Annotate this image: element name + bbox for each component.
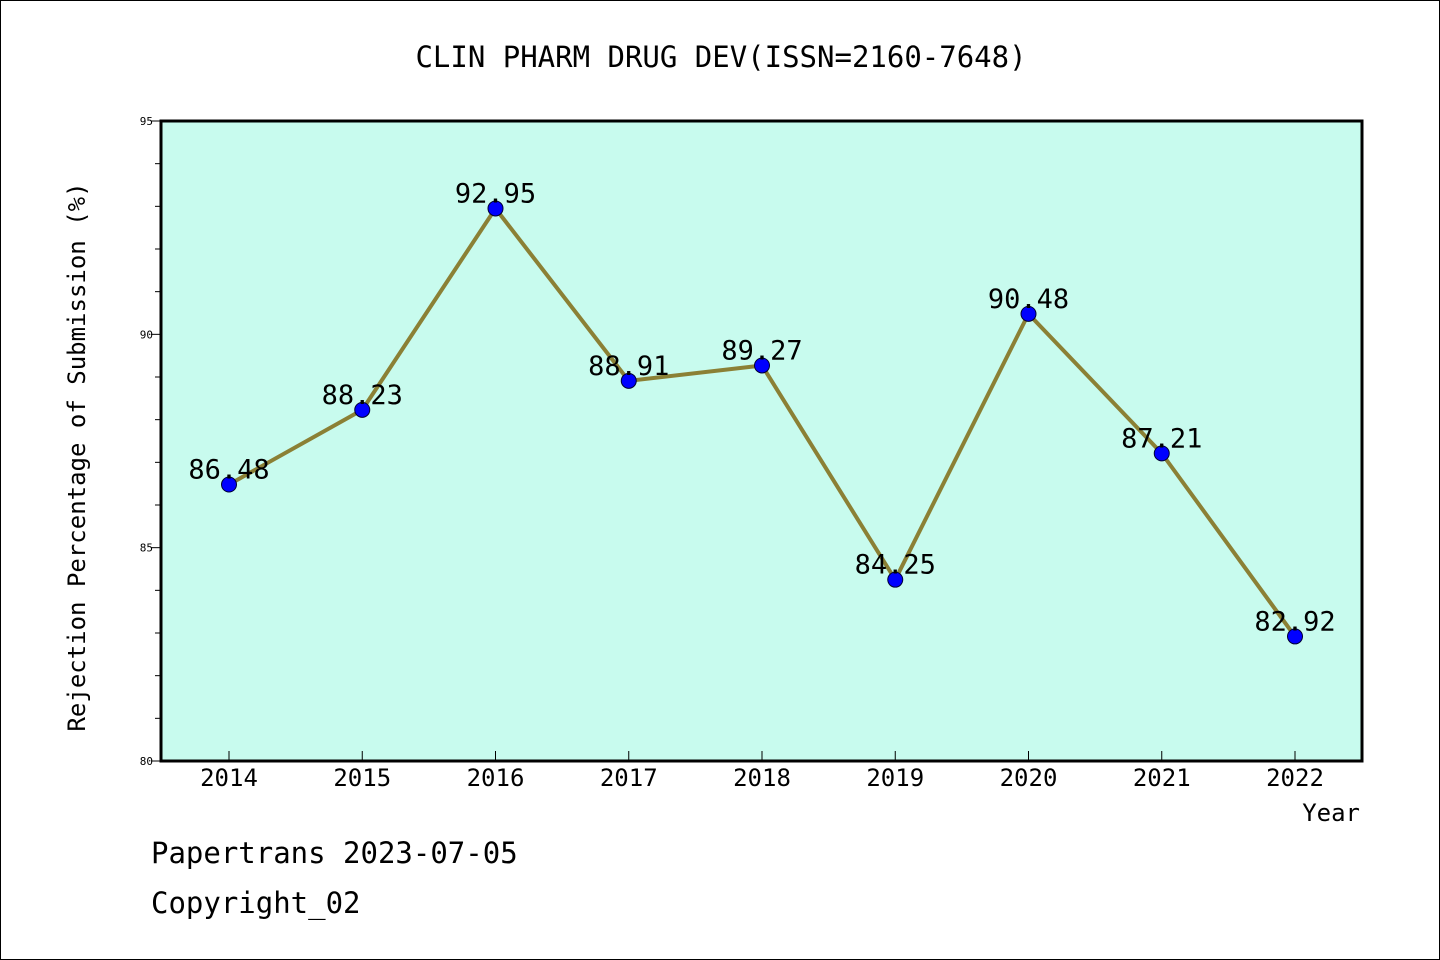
- data-label: 90.48: [988, 284, 1069, 315]
- x-tick-label: 2016: [467, 764, 525, 792]
- x-tick-label: 2021: [1133, 764, 1191, 792]
- y-tick-label: 80: [140, 755, 153, 768]
- y-tick-label: 85: [140, 542, 153, 555]
- data-point: [754, 357, 770, 374]
- plot-area: [159, 119, 1364, 763]
- data-label: 88.91: [588, 351, 669, 382]
- x-tick-label: 2014: [200, 764, 258, 792]
- chart-title: CLIN PHARM DRUG DEV(ISSN=2160-7648): [415, 40, 1026, 74]
- data-label: 88.23: [322, 380, 403, 411]
- data-label: 87.21: [1121, 423, 1202, 454]
- x-tick-label: 2020: [1000, 764, 1058, 792]
- data-point: [221, 476, 237, 493]
- data-point: [1020, 305, 1037, 322]
- data-label: 82.92: [1254, 606, 1335, 637]
- data-point: [1153, 445, 1170, 462]
- data-point: [354, 401, 371, 418]
- x-tick-label: 2017: [600, 764, 658, 792]
- footer-copyright: Copyright_02: [151, 886, 361, 920]
- data-point: [887, 571, 904, 588]
- data-point: [620, 372, 637, 389]
- data-point: [487, 200, 504, 217]
- y-tick-label: 95: [140, 115, 153, 128]
- y-tick-label: 90: [140, 328, 153, 341]
- x-tick-label: 2018: [733, 764, 791, 792]
- x-tick-label: 2019: [866, 764, 924, 792]
- footer-watermark: Papertrans 2023-07-05: [151, 836, 518, 870]
- data-label: 86.48: [188, 455, 269, 486]
- data-point: [1287, 628, 1303, 645]
- data-label: 84.25: [855, 550, 936, 581]
- x-tick-label: 2015: [333, 764, 391, 792]
- y-axis-title: Rejection Percentage of Submission (%): [63, 182, 91, 731]
- data-label: 89.27: [721, 335, 802, 366]
- data-label: 92.95: [455, 178, 536, 209]
- x-tick-label: 2022: [1266, 764, 1324, 792]
- x-axis-title: Year: [1302, 799, 1360, 827]
